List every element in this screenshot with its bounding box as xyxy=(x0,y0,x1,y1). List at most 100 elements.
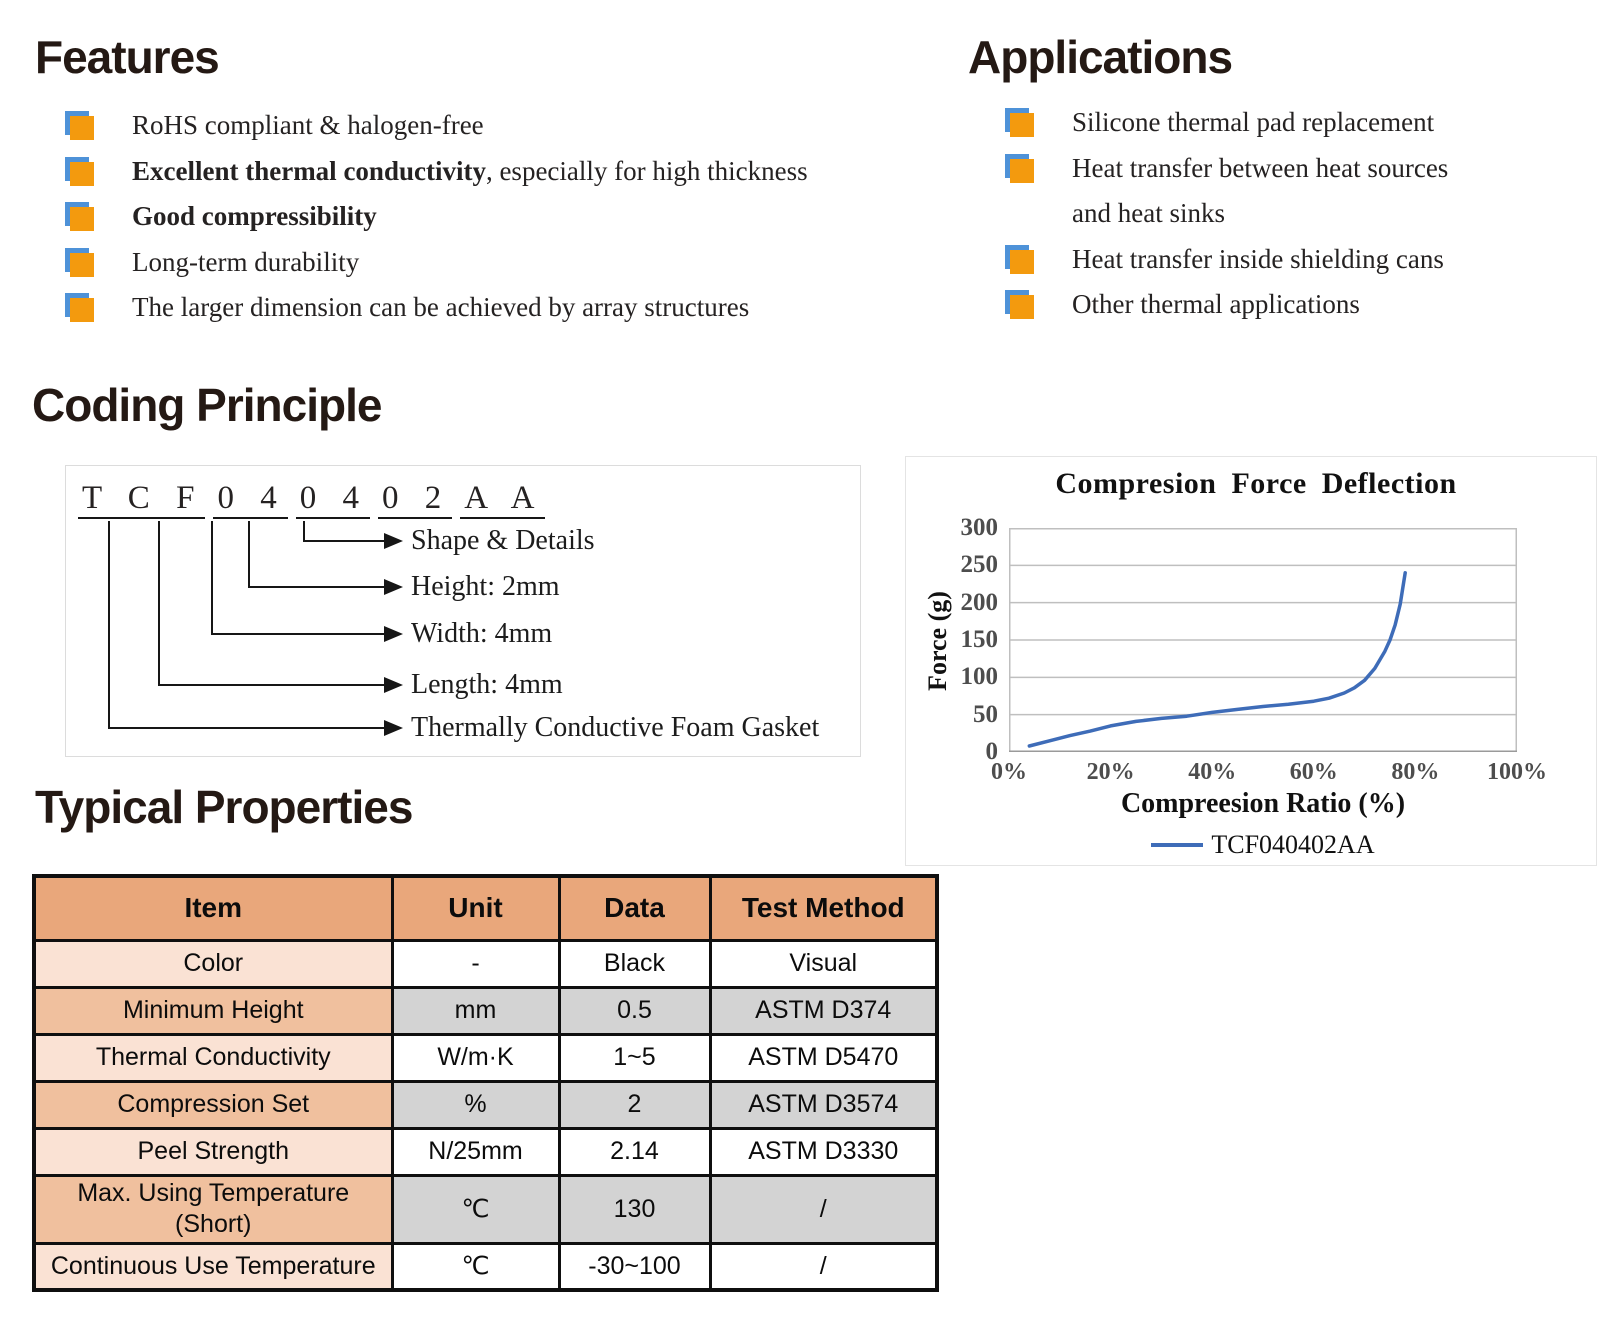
table-cell-unit: N/25mm xyxy=(390,1126,561,1177)
y-tick-label: 50 xyxy=(973,700,998,728)
table-cell-data: 130 xyxy=(557,1173,712,1245)
bullet-square-icon xyxy=(70,252,94,277)
y-tick-label: 250 xyxy=(960,551,999,579)
y-tick-label: 300 xyxy=(960,514,999,541)
table-cell-method: ASTM D3330 xyxy=(708,1126,939,1177)
table-cell-item: Max. Using Temperature (Short) xyxy=(32,1173,394,1245)
feature-item: The larger dimension can be achieved by … xyxy=(65,285,895,331)
code-label-3: Length: 4mm xyxy=(411,669,563,700)
bullet-square-icon xyxy=(70,298,94,322)
code-group-4: A A xyxy=(460,480,546,520)
y-tick-label: 200 xyxy=(960,588,999,616)
application-item: Heat transfer between heat sources and h… xyxy=(1005,146,1505,237)
bullet-square-icon xyxy=(70,116,94,140)
table-cell-method: / xyxy=(708,1173,939,1245)
x-tick-label: 0% xyxy=(991,759,1027,785)
chart-title: Compresion Force Deflection xyxy=(1055,467,1457,500)
table-header-cell: Data xyxy=(557,874,712,942)
table-cell-item: Color xyxy=(32,938,394,989)
application-text: Silicone thermal pad replacement xyxy=(1072,107,1435,137)
applications-list: Silicone thermal pad replacement Heat tra… xyxy=(1005,100,1505,328)
table-cell-data: 0.5 xyxy=(557,985,712,1036)
x-tick-label: 40% xyxy=(1188,759,1237,785)
x-tick-label: 100% xyxy=(1487,759,1547,785)
code-label-4: Thermally Conductive Foam Gasket xyxy=(411,712,820,743)
table-cell-data: 1~5 xyxy=(557,1032,712,1083)
feature-item: Good compressibility xyxy=(65,194,895,240)
table-header-row: Item Unit Data Test Method xyxy=(32,874,939,942)
table-cell-data: Black xyxy=(557,938,712,989)
feature-text: Excellent thermal conductivity, especial… xyxy=(132,155,808,186)
table-cell-unit: % xyxy=(390,1079,561,1130)
legend-series-name: TCF040402AA xyxy=(1211,830,1375,859)
code-group-2: 0 4 xyxy=(295,480,370,520)
feature-text: The larger dimension can be achieved by … xyxy=(132,292,750,322)
table-cell-item: Compression Set xyxy=(32,1079,394,1130)
y-tick-label: 100 xyxy=(960,663,999,691)
applications-title: Applications xyxy=(968,31,1233,83)
table-cell-unit: - xyxy=(390,938,561,989)
table-row: Continuous Use Temperature ℃ -30~100/ xyxy=(32,1241,939,1292)
table-cell-method: Visual xyxy=(708,938,939,989)
table-cell-item: Thermal Conductivity xyxy=(32,1032,394,1083)
feature-item: RoHS compliant & halogen-free xyxy=(65,103,895,149)
table-row: Peel Strength N/25mm 2.14 ASTM D3330 xyxy=(32,1126,939,1177)
feature-item: Excellent thermal conductivity, especial… xyxy=(65,149,895,195)
table-cell-method: ASTM D3574 xyxy=(708,1079,939,1130)
code-label-0: Shape & Details xyxy=(411,525,595,556)
table-cell-unit: ℃ xyxy=(390,1241,561,1292)
table-row: Color - Black Visual xyxy=(32,938,939,989)
application-item: Other thermal applications xyxy=(1005,282,1505,328)
bullet-square-icon xyxy=(1010,295,1034,319)
x-tick-label: 80% xyxy=(1391,759,1440,785)
application-text: Heat transfer between heat sources and h… xyxy=(1072,152,1449,229)
table-cell-method: ASTM D374 xyxy=(708,985,939,1036)
code-label-1: Height: 2mm xyxy=(411,571,560,602)
code-group-0: T C F xyxy=(78,480,206,520)
code-group-3: 0 2 xyxy=(377,480,453,520)
y-tick-label: 150 xyxy=(960,626,999,653)
table-row: Max. Using Temperature (Short) ℃ 130/ xyxy=(32,1173,939,1245)
bullet-square-icon xyxy=(1010,113,1034,137)
bullet-square-icon xyxy=(70,207,94,231)
typical-properties-title: Typical Properties xyxy=(35,781,413,833)
table-cell-data: 2.14 xyxy=(557,1126,712,1177)
features-list: RoHS compliant & halogen-free Excellent t… xyxy=(65,103,895,331)
feature-text: Good compressibility xyxy=(132,201,377,231)
application-text: Other thermal applications xyxy=(1072,289,1360,319)
feature-item: Long-term durability xyxy=(65,240,895,286)
application-text: Heat transfer inside shielding cans xyxy=(1072,243,1444,274)
y-tick-label: 0 xyxy=(985,738,999,765)
feature-text: RoHS compliant & halogen-free xyxy=(132,110,484,140)
table-header-cell: Item xyxy=(32,874,394,942)
table-cell-item: Continuous Use Temperature xyxy=(32,1241,394,1292)
bullet-square-icon xyxy=(70,161,94,186)
table-cell-data: -30~100 xyxy=(557,1241,712,1292)
table-cell-item: Minimum Height xyxy=(32,985,394,1036)
code-group-1: 0 4 xyxy=(213,480,288,520)
bullet-square-icon xyxy=(1010,249,1034,274)
chart-legend: TCF040402AA xyxy=(1009,829,1517,861)
x-tick-label: 20% xyxy=(1086,759,1135,785)
x-tick-label: 60% xyxy=(1289,759,1338,785)
application-item: Heat transfer inside shielding cans xyxy=(1005,237,1505,283)
typical-properties-table: Item Unit Data Test Method Color - Black Visua… xyxy=(32,874,939,1292)
table-row: Minimum Height mm 0.5 ASTM D374 xyxy=(32,985,939,1036)
bullet-square-icon xyxy=(1010,158,1034,183)
table-row: Thermal Conductivity W/m·K 1~5 ASTM D5470 xyxy=(32,1032,939,1083)
table-cell-method: ASTM D5470 xyxy=(708,1032,939,1083)
table-cell-data: 2 xyxy=(557,1079,712,1130)
legend-line-swatch xyxy=(1151,843,1204,847)
coding-diagram-lines xyxy=(108,521,403,736)
table-cell-method: / xyxy=(708,1241,939,1292)
table-header-cell: Unit xyxy=(390,874,561,942)
table-cell-unit: W/m·K xyxy=(390,1032,561,1083)
table-cell-unit: ℃ xyxy=(390,1173,561,1245)
table-cell-item: Peel Strength xyxy=(32,1126,394,1177)
application-item: Silicone thermal pad replacement xyxy=(1005,100,1505,146)
table-header-cell: Test Method xyxy=(708,874,939,942)
